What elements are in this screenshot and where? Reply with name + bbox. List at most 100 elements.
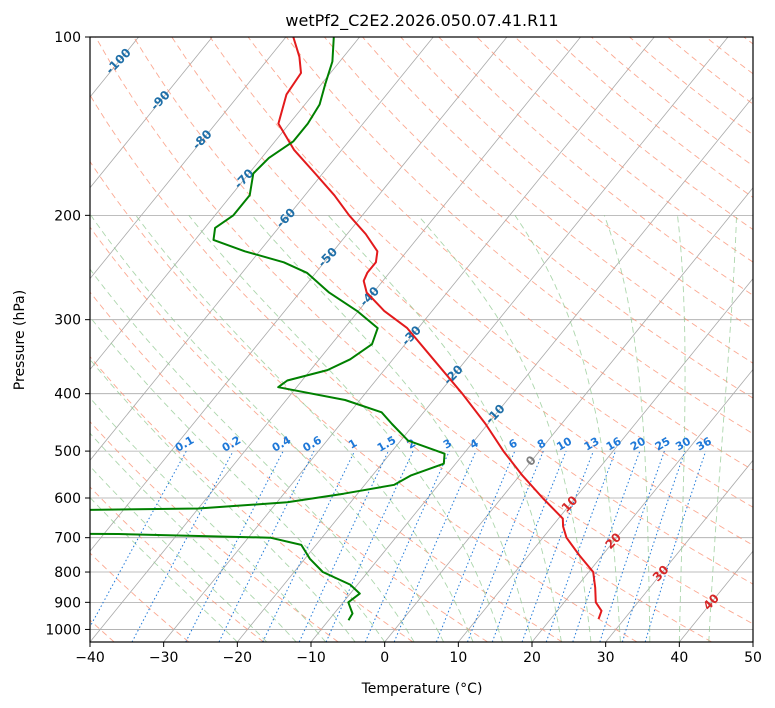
moist-adiabat-line [90,465,268,642]
mixing-ratio-line [218,450,315,642]
dry-adiabat-line [209,37,753,508]
mixing-ratio-label: 4 [468,436,481,451]
moist-adiabat-line [708,215,738,642]
mixing-ratio-line [90,450,187,628]
moist-adiabat-line [327,214,562,642]
moist-adiabat-line [90,432,297,642]
isotherm-line [90,37,434,461]
mixing-ratio-label: 30 [673,434,693,453]
dry-adiabat-line [667,37,753,105]
mixing-ratio-label: 8 [535,437,548,452]
isotherm-line [237,37,729,642]
mixing-ratio-line [364,450,450,642]
mixing-ratio-line [131,450,234,642]
dry-adiabat-line [476,37,753,263]
y-tick-label: 700 [54,531,81,547]
isotherm-line [679,550,753,642]
dry-adiabat-line [743,37,753,45]
moist-adiabat-line [90,215,445,642]
y-tick-label: 1000 [45,622,81,638]
mixing-ratio-line [599,450,665,642]
isotherm-label: 40 [700,591,722,613]
moist-adiabat-line [90,496,238,642]
y-tick-label: 300 [54,313,81,329]
dry-adiabat-line [438,37,753,296]
x-tick-label: −20 [223,650,253,666]
dry-adiabat-line [90,420,339,642]
mixing-ratio-line [393,450,477,642]
isotherm-label: -60 [273,205,298,230]
moist-adiabat-line [90,268,415,642]
dry-adiabat-line [90,291,488,642]
isotherm-label: 20 [602,530,624,552]
isotherm-line [310,96,753,642]
y-tick-label: 100 [54,30,81,46]
dry-adiabat-line [90,160,638,642]
y-tick-label: 500 [54,444,81,460]
y-axis-label: Pressure (hPa) [12,290,28,390]
dry-adiabat-line [133,37,753,585]
temperature-profile-line [277,37,603,620]
plot-area: 0.1 0.2 0.4 0.6 1 1.5 2 3 4 6 8 10 13 16 20 25 30 36-100-… [90,37,753,642]
y-tick-label: 800 [54,565,81,581]
x-tick-label: 0 [380,650,389,666]
x-tick-label: 30 [597,650,615,666]
isotherm-line [163,37,655,642]
x-tick-label: 50 [744,650,762,666]
mixing-ratio-label: 13 [582,435,602,454]
mixing-ratio-label: 36 [694,434,714,453]
isotherm-label: -100 [103,46,134,77]
isotherm-line [605,459,753,642]
mixing-ratio-line [521,450,594,642]
isotherm-line [90,37,360,371]
dry-adiabat-line [514,37,753,231]
mixing-ratio-line [298,450,389,642]
mixing-ratio-label: 16 [604,434,624,453]
x-tick-label: 20 [523,650,541,666]
x-tick-label: 40 [670,650,688,666]
mixing-ratio-label: 25 [653,435,673,454]
isotherm-line [531,368,753,642]
mixing-ratio-line [644,450,707,642]
isotherm-line [384,187,753,642]
dry-adiabat-line [552,37,753,198]
y-tick-label: 900 [54,595,81,611]
isotherm-label: -50 [315,245,340,270]
moist-adiabat-line [603,215,651,642]
isotherm-label: -10 [483,401,508,426]
dry-adiabat-line [324,37,753,399]
x-tick-label: −40 [75,650,105,666]
isotherm-label: 30 [650,562,672,584]
moist-adiabat-line [514,215,621,642]
x-tick-label: 10 [449,650,467,666]
moist-adiabat-line [677,215,686,642]
mixing-ratio-line [262,450,356,642]
isotherm-line [90,37,213,189]
dry-adiabat-line [95,37,753,625]
mixing-ratio-line [545,450,616,642]
dry-adiabat-line [90,486,264,642]
mixing-ratio-line [467,450,544,642]
dry-adiabat-line [362,37,753,364]
isotherm-line [458,278,753,642]
moist-adiabat-line [90,397,327,642]
isotherm-line [90,37,508,552]
axes: −40 −30 −20 −10 0 10 20 30 40 50 100 200 300 400 500 60… [45,30,762,666]
mixing-ratio-line [491,450,567,642]
dry-adiabat-line [90,226,563,642]
dewpoint-profile-line [90,37,446,621]
y-tick-label: 600 [54,491,81,507]
mixing-ratio-label: 20 [628,434,648,453]
mixing-ratio-label: 6 [506,436,519,451]
y-tick-label: 400 [54,387,81,403]
moist-adiabat-line [417,215,592,642]
moist-adiabat-line [188,215,503,642]
moist-adiabat-line [90,358,356,642]
isotherm-line [90,37,581,642]
dry-adiabat-line [90,356,414,642]
x-tick-label: −30 [149,650,179,666]
mixing-ratio-line [572,450,641,642]
moist-adiabat-line [135,215,474,642]
isotherm-line [752,641,753,642]
